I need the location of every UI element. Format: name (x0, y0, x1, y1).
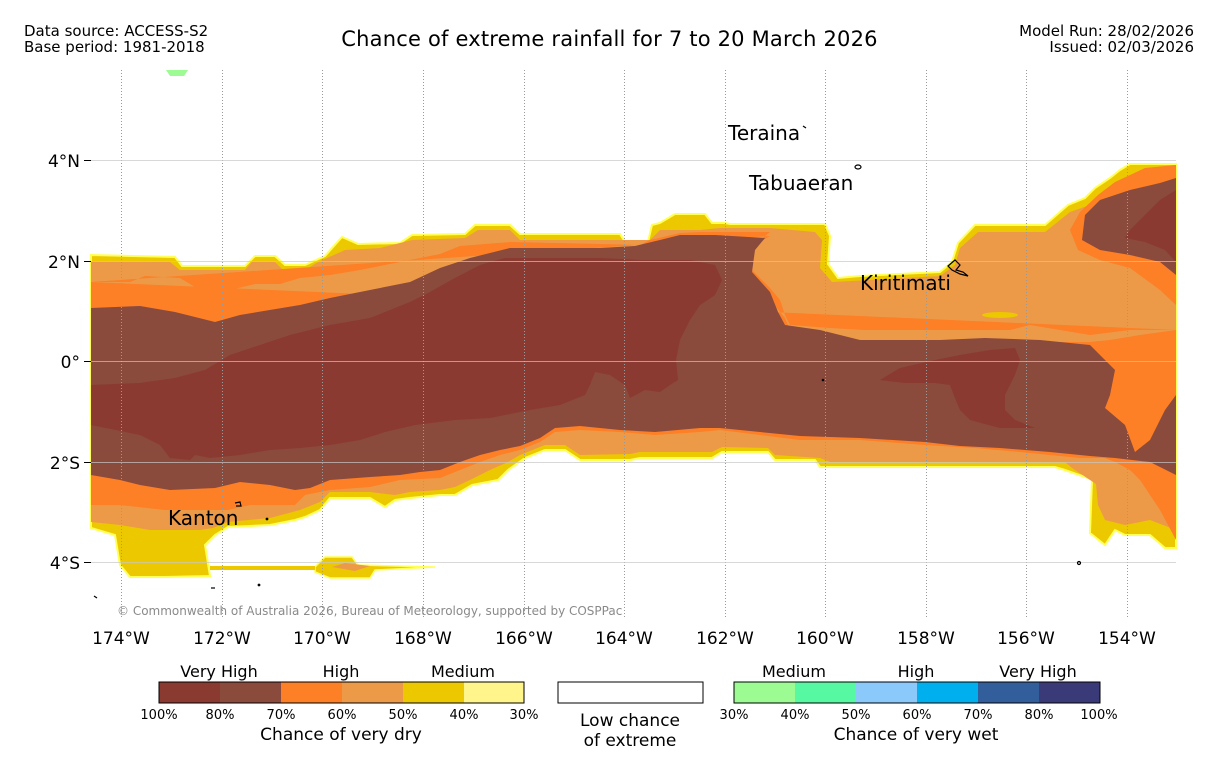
legend-swatch (917, 682, 978, 703)
legend-dry-group-label: Very High (180, 662, 257, 681)
legend-low-line2: of extreme (584, 731, 677, 751)
place-label-kiritimati: Kiritimati (860, 271, 951, 295)
lon-label: 168°W (394, 629, 452, 649)
island-dot (265, 517, 269, 521)
lon-label: 174°W (92, 629, 150, 649)
legend-tick: 50% (389, 708, 418, 723)
rainfall-bands (90, 70, 1177, 579)
legend-tick: 40% (781, 708, 810, 723)
legend-wet: Medium High Very High 30% 40% 50% 60% 70… (720, 662, 1118, 745)
lat-label: 0° (61, 353, 80, 373)
legend-tick: 30% (720, 708, 749, 723)
legend-tick: 50% (842, 708, 871, 723)
legend-low-line1: Low chance (580, 711, 680, 731)
model-run-text: Model Run: 28/02/2026 (1019, 22, 1194, 40)
legend-tick: 100% (140, 708, 177, 723)
lon-label: 162°W (696, 629, 754, 649)
island-dot (821, 378, 825, 382)
lon-label: 158°W (897, 629, 955, 649)
island-dot (257, 583, 261, 587)
legend-swatch (281, 682, 342, 703)
blob-medium-wet (166, 70, 188, 76)
place-label-teraina: Teraina (727, 121, 800, 145)
legend-dry: Very High High Medium 100% 80% 70% 60% 5… (140, 662, 538, 745)
place-label-tabuaeran: Tabuaeran (748, 171, 853, 195)
legend-swatch (159, 682, 220, 703)
lat-label: 4°S (50, 554, 80, 574)
legend-tick: 70% (964, 708, 993, 723)
blob-yellow-south-line (210, 566, 315, 570)
lat-label: 2°S (50, 454, 80, 474)
legend-low-swatch (557, 681, 704, 704)
band-high-dry-east (1100, 305, 1176, 540)
copyright-text: © Commonwealth of Australia 2026, Bureau… (117, 604, 622, 618)
band-very-high-dry-east (1125, 190, 1176, 262)
blob-medium-dry (982, 312, 1018, 318)
map-title: Chance of extreme rainfall for 7 to 20 M… (341, 27, 878, 51)
legend-dry-title: Chance of very dry (260, 725, 422, 745)
lon-label: 166°W (495, 629, 553, 649)
lon-label: 160°W (796, 629, 854, 649)
lon-label: 164°W (595, 629, 653, 649)
place-label-kanton: Kanton (168, 506, 238, 530)
base-period-text: Base period: 1981-2018 (24, 38, 205, 56)
legend-tick: 80% (1025, 708, 1054, 723)
legend-swatch (734, 682, 795, 703)
band-very-high-dry-2-east (1082, 178, 1176, 275)
band-very-high-dry-mid (880, 348, 1035, 428)
legend-low: Low chance of extreme (557, 681, 704, 751)
lon-label: 170°W (293, 629, 351, 649)
legend-tick: 30% (510, 708, 539, 723)
islands (93, 125, 1082, 599)
legend-swatch (856, 682, 917, 703)
island-teraina (802, 125, 807, 129)
island-kiritimati (947, 259, 969, 277)
graticule (121, 70, 1128, 618)
legend-wet-group-label: High (898, 662, 935, 681)
legend-tick: 40% (450, 708, 479, 723)
issued-text: Issued: 02/03/2026 (1049, 38, 1194, 56)
parallels (91, 160, 1176, 563)
legend-wet-group-label: Medium (762, 662, 826, 681)
island-kanton (234, 501, 242, 507)
latitude-labels: 4°N 2°N 0° 2°S 4°S (48, 152, 80, 574)
lon-label: 156°W (997, 629, 1055, 649)
legend-wet-title: Chance of very wet (834, 725, 999, 745)
legend-swatch (978, 682, 1039, 703)
band-very-high-dry (91, 258, 722, 460)
legend-swatch (795, 682, 856, 703)
legend-dry-group-label: High (323, 662, 360, 681)
legend-tick: 60% (328, 708, 357, 723)
legend-swatch (220, 682, 281, 703)
island-dot (93, 595, 98, 599)
lon-label: 154°W (1098, 629, 1156, 649)
island-tabuaeran (854, 164, 862, 170)
legend-swatch (342, 682, 403, 703)
legend-tick: 60% (903, 708, 932, 723)
lat-label: 2°N (48, 253, 80, 273)
legend-dry-group-label: Medium (431, 662, 495, 681)
legend-tick: 100% (1080, 708, 1117, 723)
blob-high-dry-south (332, 563, 370, 571)
lon-label: 172°W (193, 629, 251, 649)
legend-swatch (1039, 682, 1100, 703)
legend-swatch (403, 682, 464, 703)
lat-ticks (84, 160, 91, 563)
legend-tick: 80% (206, 708, 235, 723)
legend-swatch (464, 682, 524, 703)
island-dot (1076, 560, 1082, 566)
legend-frame (733, 681, 1101, 704)
legend-tick: 70% (267, 708, 296, 723)
legend-frame (158, 681, 525, 704)
longitude-labels: 174°W 172°W 170°W 168°W 166°W 164°W 162°… (92, 629, 1156, 649)
lat-label: 4°N (48, 152, 80, 172)
data-source-text: Data source: ACCESS-S2 (24, 22, 209, 40)
legend-wet-group-label: Very High (999, 662, 1076, 681)
